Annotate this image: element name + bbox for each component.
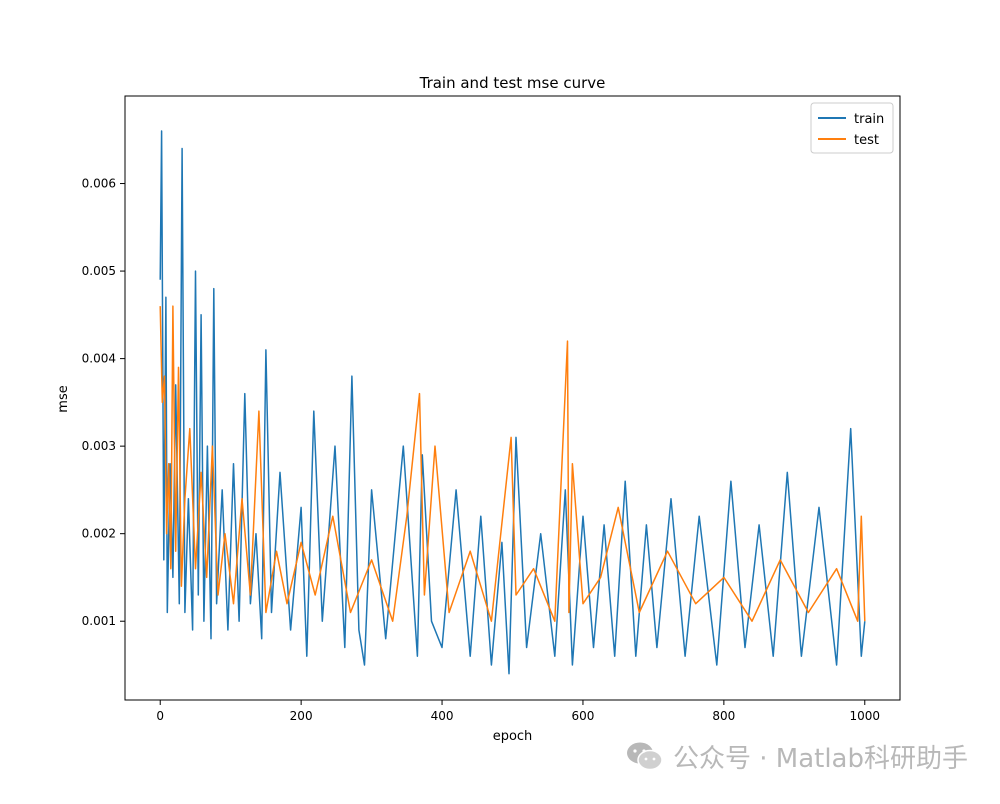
watermark: 公众号 · Matlab科研助手 (625, 736, 968, 776)
y-tick-label: 0.003 (82, 439, 116, 453)
y-tick-label: 0.001 (82, 614, 116, 628)
legend-label-test: test (854, 133, 879, 148)
plot-frame (124, 95, 901, 701)
series-line-test (159, 305, 866, 622)
x-tick-label: 200 (290, 709, 313, 723)
y-tick-label: 0.006 (82, 177, 116, 191)
x-axis-label: epoch (493, 729, 533, 744)
x-tick-label: 400 (431, 709, 454, 723)
y-tick-label: 0.004 (82, 352, 116, 366)
y-tick-label: 0.002 (82, 527, 116, 541)
x-tick-label: 0 (156, 709, 164, 723)
y-tick-label: 0.005 (82, 264, 116, 278)
legend-box (810, 102, 894, 154)
wechat-icon (626, 742, 663, 771)
legend-label-train: train (854, 112, 884, 127)
x-tick-label: 600 (572, 709, 595, 723)
chart-title: Train and test mse curve (419, 74, 606, 92)
y-axis-label: mse (56, 385, 71, 412)
x-tick-label: 1000 (849, 709, 880, 723)
watermark-text: 公众号 · Matlab科研助手 (672, 743, 968, 774)
x-tick-label: 800 (712, 709, 735, 723)
legend: train test (810, 102, 894, 154)
